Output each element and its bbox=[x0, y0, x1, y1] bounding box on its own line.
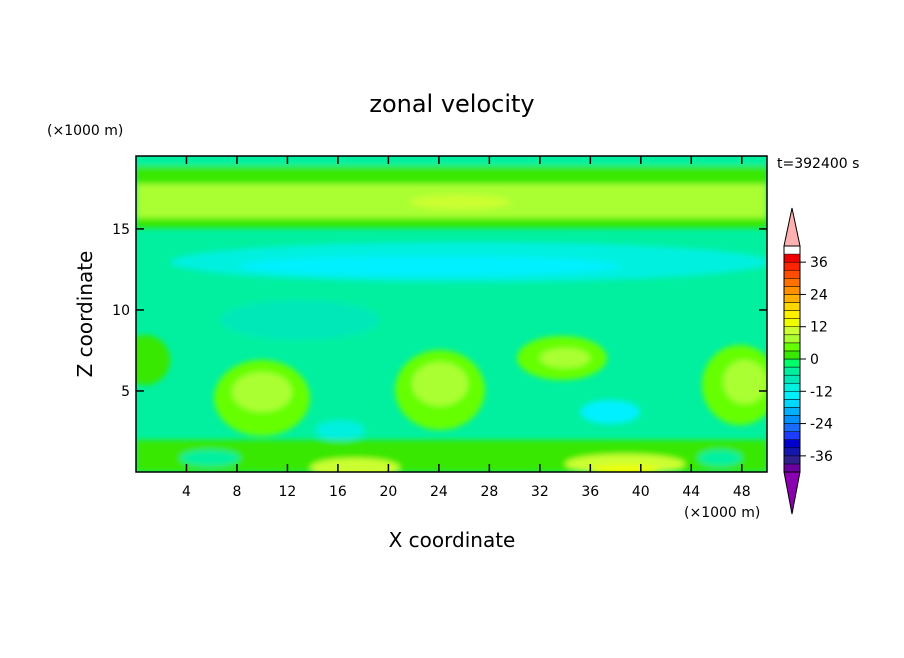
x-tick-label: 8 bbox=[232, 484, 241, 500]
colorbar-over-arrow bbox=[783, 207, 801, 247]
cyan-layer-2 bbox=[240, 256, 620, 276]
x-tick-label: 36 bbox=[581, 484, 599, 500]
cell-2-yellow bbox=[412, 362, 468, 406]
x-tick-label: 48 bbox=[733, 484, 751, 500]
colorbar-segment bbox=[783, 302, 801, 311]
colorbar-segment bbox=[783, 278, 801, 287]
y-tick-label: 15 bbox=[112, 222, 130, 238]
bottom-aqua-2 bbox=[698, 450, 742, 466]
x-tick-label: 12 bbox=[279, 484, 297, 500]
x-axis-label: X coordinate bbox=[389, 528, 516, 552]
bottom-aqua-1 bbox=[180, 450, 240, 466]
colorbar-label: 0 bbox=[810, 352, 819, 368]
colorbar-segment bbox=[783, 269, 801, 279]
mid-aqua-patch bbox=[220, 300, 380, 340]
colorbar-segment bbox=[783, 447, 801, 457]
colorbar: -36 -24 -12 0 12 24 36 bbox=[783, 207, 833, 515]
top-aqua-band bbox=[136, 156, 767, 168]
colorbar-segment bbox=[783, 463, 801, 473]
colorbar-segment bbox=[783, 439, 801, 449]
bottom-yellow-core bbox=[590, 465, 660, 472]
colorbar-segment bbox=[783, 286, 801, 295]
upper-yellow-patch bbox=[410, 195, 510, 209]
cyan-pocket-2 bbox=[315, 420, 365, 440]
colorbar-segment bbox=[783, 358, 801, 368]
upper-green-edge bbox=[136, 218, 767, 228]
plot-frame bbox=[135, 155, 768, 473]
colorbar-segment bbox=[783, 253, 801, 263]
colorbar-segment bbox=[783, 399, 801, 408]
colorbar-segment bbox=[783, 326, 801, 336]
colorbar-segment bbox=[783, 334, 801, 344]
colorbar-segment bbox=[783, 455, 801, 465]
x-tick-label: 28 bbox=[480, 484, 498, 500]
y-axis-ticks: 5 10 15 bbox=[112, 222, 767, 400]
colorbar-segment bbox=[783, 310, 801, 319]
colorbar-segment bbox=[783, 391, 801, 400]
bottom-yellow-1 bbox=[310, 458, 400, 472]
colorbar-label: -24 bbox=[810, 417, 833, 433]
x-tick-label: 16 bbox=[329, 484, 347, 500]
x-tick-label: 24 bbox=[430, 484, 448, 500]
colorbar-label: -12 bbox=[810, 384, 833, 400]
x-tick-label: 40 bbox=[632, 484, 650, 500]
colorbar-segment bbox=[783, 261, 801, 271]
colorbar-label: 24 bbox=[810, 287, 828, 303]
cell-3-yellow bbox=[540, 348, 590, 368]
contour-field bbox=[136, 156, 767, 472]
time-label: t=392400 s bbox=[777, 156, 859, 172]
cell-1-yellow bbox=[232, 372, 292, 412]
colorbar-segment bbox=[783, 342, 801, 352]
cyan-pocket-1 bbox=[580, 400, 640, 424]
colorbar-segment bbox=[783, 350, 801, 360]
y-unit-label: (×1000 m) bbox=[47, 123, 123, 139]
x-tick-label: 44 bbox=[682, 484, 700, 500]
y-tick-label: 10 bbox=[112, 303, 130, 319]
colorbar-segment bbox=[783, 423, 801, 432]
x-axis-ticks: 4 8 12 16 20 24 28 32 36 40 44 48 bbox=[182, 156, 751, 500]
colorbar-segment bbox=[783, 407, 801, 416]
colorbar-under-arrow bbox=[783, 471, 801, 515]
colorbar-segment bbox=[783, 374, 801, 384]
cell-4-yellow bbox=[723, 360, 767, 404]
y-tick-label: 5 bbox=[121, 384, 130, 400]
x-tick-label: 4 bbox=[182, 484, 191, 500]
colorbar-label: -36 bbox=[810, 449, 833, 465]
x-tick-label: 32 bbox=[531, 484, 549, 500]
colorbar-segment bbox=[783, 366, 801, 376]
colorbar-segment bbox=[783, 382, 801, 392]
y-axis-label: Z coordinate bbox=[73, 251, 97, 378]
colorbar-label: 12 bbox=[810, 320, 828, 336]
x-tick-label: 20 bbox=[379, 484, 397, 500]
x-unit-label: (×1000 m) bbox=[684, 505, 760, 521]
low-left-green bbox=[136, 335, 170, 385]
colorbar-segment bbox=[783, 431, 801, 440]
chart-title: zonal velocity bbox=[369, 90, 534, 118]
colorbar-segment bbox=[783, 415, 801, 424]
colorbar-label: 36 bbox=[810, 255, 828, 271]
upper-green-band bbox=[136, 166, 767, 184]
colorbar-segment bbox=[783, 294, 801, 303]
colorbar-segment bbox=[783, 318, 801, 327]
